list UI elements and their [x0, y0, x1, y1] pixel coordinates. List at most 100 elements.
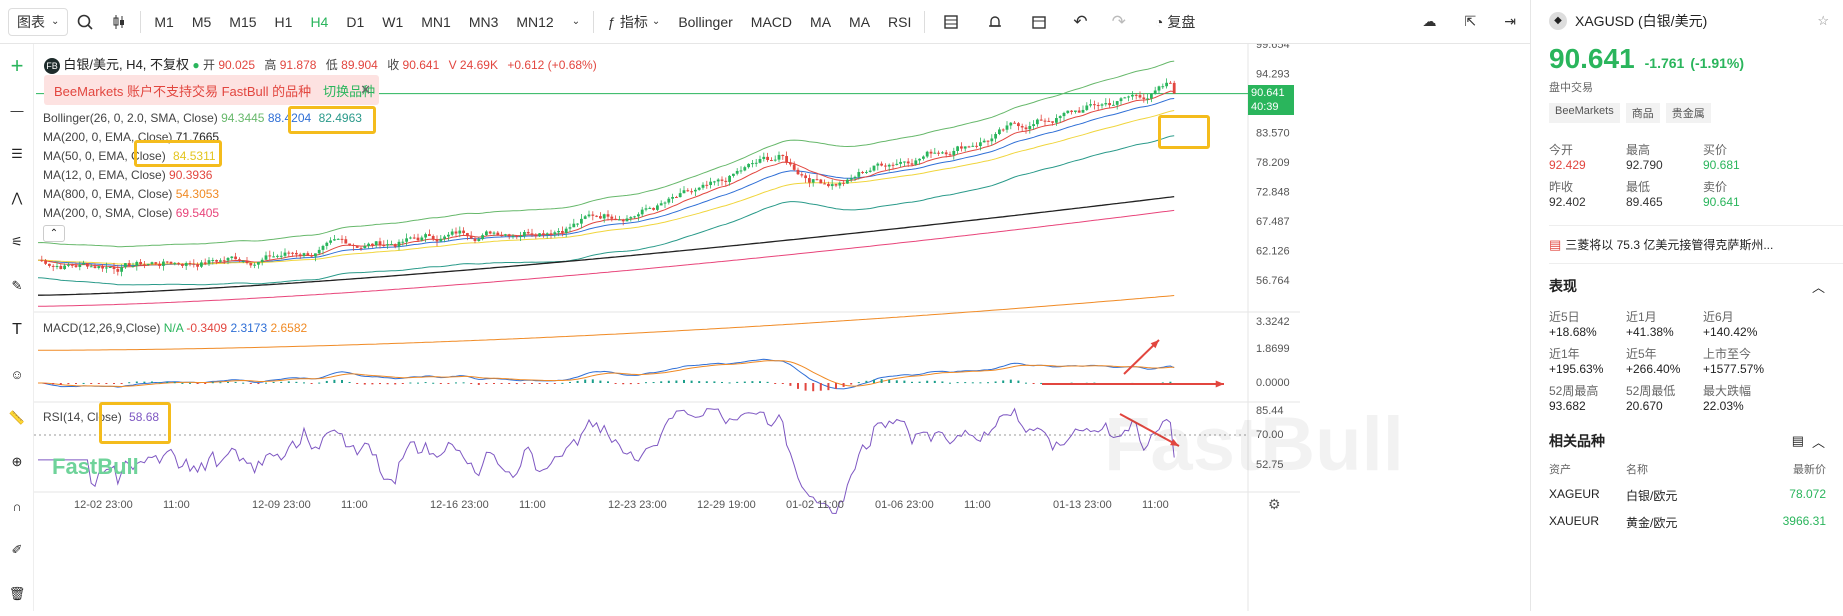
- candle-body: [667, 198, 671, 203]
- chart-canvas[interactable]: 99.65494.29389.93283.57078.20972.84867.4…: [34, 44, 1530, 611]
- timeframe-m15[interactable]: M15: [229, 13, 257, 30]
- brush-icon[interactable]: ✎: [11, 278, 23, 293]
- candle-body: [412, 237, 416, 239]
- cloud-icon[interactable]: ☁: [1422, 13, 1437, 29]
- candle-body: [169, 261, 173, 264]
- candle-body: [857, 172, 861, 177]
- news-item[interactable]: ▤ 三菱将以 75.3 亿美元接管得克萨斯州...: [1549, 236, 1843, 253]
- trash-icon[interactable]: 🗑: [8, 586, 26, 601]
- candle-body: [428, 234, 431, 237]
- emoji-icon[interactable]: ☺: [10, 366, 24, 382]
- lock-drawings-icon[interactable]: ✐: [11, 542, 23, 557]
- text-icon[interactable]: T: [12, 321, 22, 338]
- undo-icon[interactable]: ↶: [1073, 11, 1088, 31]
- performance-header[interactable]: 表现 ︿: [1549, 276, 1843, 296]
- timeframe-w1[interactable]: W1: [382, 13, 404, 30]
- timeframe-m1[interactable]: M1: [154, 13, 174, 30]
- candle-body: [1123, 97, 1127, 99]
- candle-body: [716, 179, 720, 182]
- ruler-icon[interactable]: 📏: [8, 410, 26, 425]
- chevron-up-icon[interactable]: ︿: [1811, 434, 1825, 450]
- calendar-icon[interactable]: [1017, 7, 1061, 37]
- candle-body: [1047, 120, 1051, 122]
- tag-precious-metal[interactable]: 贵金属: [1665, 103, 1711, 123]
- pattern-icon[interactable]: ⋀: [11, 190, 23, 205]
- parallel-lines-icon[interactable]: ☰: [11, 146, 23, 161]
- candle-body: [1131, 94, 1134, 97]
- layout-icon[interactable]: [929, 7, 973, 37]
- collapse-legend-button[interactable]: ⌃: [43, 225, 65, 242]
- alert-icon[interactable]: [973, 7, 1017, 37]
- bollinger-mid-value: 94.3445: [221, 111, 265, 125]
- zoom-in-icon[interactable]: ⊕: [11, 454, 23, 469]
- timeframe-h1[interactable]: H1: [274, 13, 293, 30]
- candle-body: [409, 237, 412, 239]
- candle-body: [51, 265, 55, 267]
- tag-list: BeeMarkets 商品 贵金属: [1549, 103, 1843, 123]
- timeframe-mn3[interactable]: MN3: [468, 13, 499, 30]
- annotation-arrow: [1119, 413, 1180, 447]
- candle-body: [108, 267, 112, 269]
- candle-body: [735, 170, 739, 174]
- performance-value: +1577.57%: [1703, 362, 1765, 376]
- related-row[interactable]: XAGEUR 白银/欧元 78.072: [1549, 487, 1843, 504]
- candle-body: [1161, 86, 1165, 88]
- timeframe-h4[interactable]: H4: [310, 13, 329, 30]
- fastbull-logo: FastBull: [52, 454, 139, 479]
- candle-body: [561, 230, 564, 233]
- candlestick-icon[interactable]: [102, 7, 136, 37]
- indicator-macd[interactable]: MACD: [750, 13, 793, 30]
- candle-body: [633, 216, 636, 218]
- macd-signal-line: [38, 360, 1175, 388]
- macd-histogram-bar: [424, 382, 427, 384]
- performance-label: 上市至今: [1703, 347, 1752, 361]
- macd-histogram-bar: [629, 383, 632, 385]
- chart-area[interactable]: 99.65494.29389.93283.57078.20972.84867.4…: [34, 44, 1530, 611]
- timeframe-m5[interactable]: M5: [191, 13, 212, 30]
- switch-symbol-link[interactable]: 切换品种: [323, 83, 376, 99]
- star-icon[interactable]: ☆: [1817, 13, 1829, 28]
- note-icon[interactable]: ▤: [1791, 433, 1804, 448]
- candle-body: [796, 169, 800, 175]
- fibonacci-icon[interactable]: ⚟: [11, 234, 23, 249]
- indicator-ma[interactable]: MA: [810, 13, 832, 30]
- macd-histogram-bar: [873, 379, 875, 383]
- ma800-line: [38, 295, 1175, 351]
- related-name: 白银/欧元: [1626, 489, 1678, 503]
- macd-histogram-bar: [219, 382, 222, 384]
- related-row[interactable]: XAUEUR 黄金/欧元 3966.31: [1549, 514, 1843, 531]
- candle-body: [675, 196, 678, 198]
- indicators-button[interactable]: ƒ 指标 ⌄: [598, 7, 669, 37]
- candle-body: [743, 167, 747, 171]
- candle-body: [154, 262, 158, 264]
- indicator-bollinger[interactable]: Bollinger: [678, 13, 733, 30]
- ma200-ema-line: [38, 195, 1175, 296]
- candle-body: [929, 151, 933, 154]
- indicator-ma-2[interactable]: MA: [849, 13, 871, 30]
- chevron-up-icon[interactable]: ︿: [1811, 279, 1825, 295]
- tag-broker[interactable]: BeeMarkets: [1549, 103, 1620, 123]
- timeframe-more-chevron-icon[interactable]: ⌄: [571, 16, 581, 27]
- replay-button[interactable]: ◔ 复盘: [1146, 7, 1204, 37]
- crosshair-icon[interactable]: +: [10, 53, 24, 78]
- candle-body: [222, 260, 226, 262]
- timeframe-mn12[interactable]: MN12: [516, 13, 554, 30]
- redo-icon[interactable]: ↷: [1111, 11, 1126, 31]
- search-icon[interactable]: [68, 7, 102, 37]
- timeframe-mn1[interactable]: MN1: [421, 13, 451, 30]
- indicator-rsi[interactable]: RSI: [888, 13, 912, 30]
- horizontal-line-icon[interactable]: —: [10, 102, 24, 118]
- tag-commodity[interactable]: 商品: [1625, 103, 1660, 123]
- candle-body: [922, 156, 925, 159]
- candle-body: [542, 233, 545, 235]
- highlight-box: [134, 140, 222, 167]
- timeframe-d1[interactable]: D1: [346, 13, 365, 30]
- share-icon[interactable]: ⇱: [1464, 13, 1477, 29]
- fullscreen-icon[interactable]: ⇥: [1504, 13, 1516, 29]
- close-icon[interactable]: ✕: [360, 82, 371, 97]
- magnet-icon[interactable]: ∩: [12, 498, 22, 514]
- price-axis-label: 72.848: [1256, 187, 1290, 199]
- settings-icon[interactable]: ⚙: [1268, 496, 1281, 512]
- chart-type-dropdown[interactable]: 图表 ⌄: [8, 7, 69, 36]
- performance-value: +41.38%: [1626, 325, 1674, 339]
